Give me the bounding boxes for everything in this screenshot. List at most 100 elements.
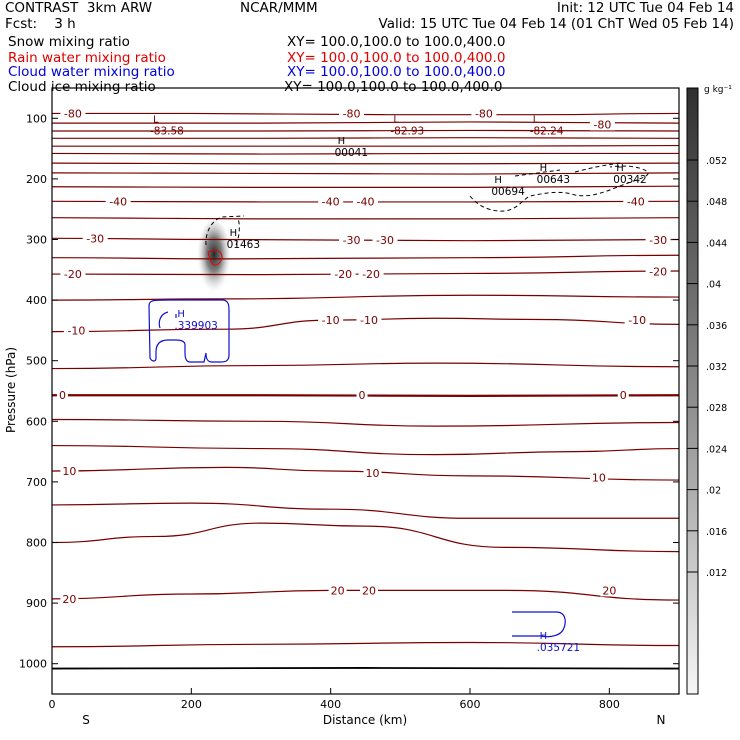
temperature-contour-label: -20 <box>334 268 352 281</box>
temperature-contour <box>52 362 679 370</box>
temperature-contour-label: 0 <box>620 389 627 402</box>
contour-label-bg <box>600 584 619 597</box>
contour-label-bg <box>60 592 79 605</box>
cloud-ice-contour <box>514 162 621 177</box>
temperature-contour <box>52 137 679 139</box>
temperature-contour-label: -30 <box>649 234 667 247</box>
colorbar-tick-label: .028 <box>706 403 727 414</box>
field-name-cloud-ice: Cloud ice mixing ratio <box>8 79 156 95</box>
temperature-contour <box>52 522 679 553</box>
extremum-value: 00342 <box>613 174 646 186</box>
field-name-snow: Snow mixing ratio <box>8 34 130 50</box>
contour-label-bg <box>372 234 398 247</box>
extremum-value: 00041 <box>335 147 368 159</box>
temperature-contour <box>52 185 679 188</box>
colorbar-tick-label: .052 <box>706 156 727 167</box>
temperature-contour-label: -40 <box>627 195 645 208</box>
contour-label-bg <box>339 234 365 247</box>
y-tick-label: 900 <box>26 597 47 610</box>
contour-label-bg <box>623 195 649 208</box>
temperature-contour-label: 0 <box>59 389 66 402</box>
colorbar-tick-label: .044 <box>706 238 727 249</box>
contour-label-bg <box>328 584 347 597</box>
extremum-marker: H <box>177 309 185 320</box>
colorbar-tick-label: .048 <box>706 197 727 208</box>
extremum-value: -82.24 <box>530 126 564 138</box>
temperature-contour-label: -20 <box>649 266 667 279</box>
extremum-value: -83.58 <box>150 126 184 138</box>
field-name-rain: Rain water mixing ratio <box>8 50 166 66</box>
temperature-contour <box>52 502 679 519</box>
temperature-contour <box>52 254 679 260</box>
extremum-marker: L <box>393 115 399 126</box>
contour-label-bg <box>60 268 86 281</box>
x-axis-title: Distance (km) <box>323 713 407 727</box>
contour-label-bg <box>63 324 89 337</box>
temperature-contour <box>52 152 679 155</box>
x-tick-label: 0 <box>49 698 56 711</box>
cloud-water-contour <box>158 311 177 329</box>
y-tick-label: 1000 <box>19 658 47 671</box>
y-axis-title: Pressure (hPa) <box>4 347 18 433</box>
field-xy-cloud-water: XY= 100.0,100.0 to 100.0,400.0 <box>287 64 506 80</box>
temperature-contour <box>52 112 679 116</box>
temperature-contour-label: 10 <box>62 465 76 478</box>
y-tick-label: 200 <box>26 173 47 186</box>
temperature-contour-label: -80 <box>343 107 361 120</box>
contour-label-bg <box>318 314 344 327</box>
contour-label-bg <box>645 234 671 247</box>
temperature-contour-label: 10 <box>365 467 379 480</box>
temperature-contour-label: -80 <box>64 107 82 120</box>
extremum-value: 01463 <box>227 239 260 251</box>
temperature-contour <box>52 121 679 124</box>
cloud-ice-contour <box>205 215 245 246</box>
contour-label-bg <box>589 118 615 131</box>
temperature-contour-label: -80 <box>593 118 611 131</box>
extremum-marker: L <box>153 115 159 126</box>
field-xy-cloud-ice: XY= 100.0,100.0 to 100.0,400.0 <box>284 79 503 95</box>
extremum-value: -82.93 <box>390 126 424 138</box>
extremum-marker: H <box>540 631 548 642</box>
temperature-contour-label: 20 <box>362 584 376 597</box>
contour-label-bg <box>60 464 79 477</box>
extremum-value: 00643 <box>537 174 570 186</box>
temperature-contour-label: 20 <box>62 593 76 606</box>
temperature-contour <box>52 641 679 648</box>
temperature-contour <box>52 162 679 165</box>
contour-label-bg <box>617 389 629 402</box>
cloud-water-contour <box>148 299 230 363</box>
colorbar <box>686 87 699 695</box>
temperature-contour-label: -20 <box>362 268 380 281</box>
extremum-value: .035721 <box>537 642 580 654</box>
x-tick-label: 200 <box>181 698 202 711</box>
temperature-contour-label: -30 <box>376 234 394 247</box>
contour-label-bg <box>318 195 344 208</box>
forecast-hour: Fcst: 3 h <box>5 16 76 32</box>
temperature-contour-label: -10 <box>322 314 340 327</box>
colorbar-tick-label: .02 <box>706 486 721 497</box>
temperature-contour <box>52 172 679 175</box>
extremum-marker: L <box>533 115 539 126</box>
contour-label-bg <box>471 107 497 120</box>
temperature-contour <box>52 144 679 147</box>
field-xy-snow: XY= 100.0,100.0 to 100.0,400.0 <box>287 34 506 50</box>
contour-label-bg <box>589 471 608 484</box>
snow-shading <box>197 220 231 296</box>
extremum-marker: H <box>616 163 624 174</box>
temperature-contour-label: 20 <box>602 584 616 597</box>
temperature-contour <box>52 667 679 670</box>
contour-label-bg <box>356 389 368 402</box>
contour-label-bg <box>56 389 68 402</box>
temperature-contour-label: -20 <box>64 268 82 281</box>
contour-label-bg <box>105 195 131 208</box>
colorbar-tick-label: .04 <box>706 280 721 291</box>
temperature-contour-label: 0 <box>359 389 366 402</box>
contour-label-bg <box>645 265 671 278</box>
temperature-contour-label: -40 <box>109 195 127 208</box>
cloud-water-contour <box>512 611 566 638</box>
temperature-contour-label: 10 <box>592 472 606 485</box>
extremum-marker: H <box>540 163 548 174</box>
y-tick-label: 100 <box>26 112 47 125</box>
colorbar-tick-label: .024 <box>706 444 727 455</box>
cloud-ice-contour <box>469 165 649 212</box>
